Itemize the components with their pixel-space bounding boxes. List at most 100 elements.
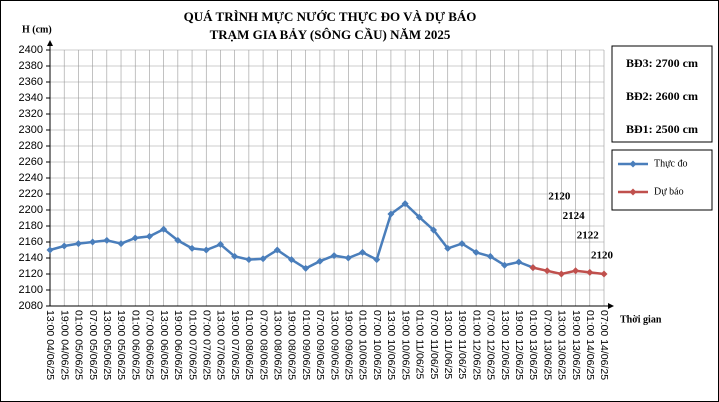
y-tick-label: 2260 <box>19 156 43 168</box>
x-tick-label: 13:00 10/06/25 <box>385 310 397 380</box>
legend-marker <box>629 188 637 196</box>
y-axis-arrow <box>47 40 53 46</box>
marker <box>600 270 608 278</box>
marker <box>231 252 239 260</box>
y-tick-label: 2240 <box>19 172 43 184</box>
marker <box>430 226 438 234</box>
marker <box>359 248 367 256</box>
y-tick-label: 2400 <box>19 44 43 56</box>
marker <box>245 256 253 264</box>
marker <box>74 240 82 248</box>
y-tick-label: 2360 <box>19 76 43 88</box>
marker <box>501 261 509 269</box>
x-tick-label: 07:00 08/06/25 <box>257 310 269 380</box>
x-tick-label: 19:00 07/06/25 <box>229 310 241 380</box>
data-label: 2122 <box>577 230 600 242</box>
x-tick-label: 19:00 13/06/25 <box>570 310 582 380</box>
legend-marker <box>629 160 637 168</box>
data-label: 2120 <box>591 249 614 261</box>
y-tick-label: 2160 <box>19 236 43 248</box>
marker <box>373 256 381 264</box>
y-tick-label: 2300 <box>19 124 43 136</box>
marker <box>259 255 267 263</box>
marker <box>486 252 494 260</box>
x-tick-label: 19:00 04/06/25 <box>58 310 70 380</box>
x-tick-label: 13:00 04/06/25 <box>44 310 56 380</box>
y-tick-label: 2200 <box>19 204 43 216</box>
marker <box>586 268 594 276</box>
marker <box>273 246 281 254</box>
marker <box>344 254 352 262</box>
x-tick-label: 01:00 14/06/25 <box>584 310 596 380</box>
y-tick-label: 2220 <box>19 188 43 200</box>
x-tick-label: 01:00 11/06/25 <box>414 310 426 379</box>
y-tick-label: 2340 <box>19 92 43 104</box>
data-label: 2124 <box>563 210 586 222</box>
marker <box>202 246 210 254</box>
chart-title: QUÁ TRÌNH MỰC NƯỚC THỰC ĐO VÀ DỰ BÁO <box>184 9 477 24</box>
marker <box>117 240 125 248</box>
y-tick-label: 2140 <box>19 252 43 264</box>
marker <box>302 264 310 272</box>
x-tick-label: 19:00 12/06/25 <box>513 310 525 380</box>
y-tick-label: 2100 <box>19 284 43 296</box>
x-axis-arrow <box>608 303 614 309</box>
x-tick-label: 13:00 11/06/25 <box>442 310 454 379</box>
marker <box>89 238 97 246</box>
marker <box>415 213 423 221</box>
marker <box>46 246 54 254</box>
x-tick-label: 01:00 09/06/25 <box>300 310 312 380</box>
x-tick-label: 19:00 08/06/25 <box>286 310 298 380</box>
x-tick-label: 19:00 05/06/25 <box>115 310 127 380</box>
marker <box>188 244 196 252</box>
x-tick-label: 07:00 09/06/25 <box>314 310 326 380</box>
x-tick-label: 19:00 06/06/25 <box>172 310 184 380</box>
x-tick-label: 07:00 06/06/25 <box>144 310 156 380</box>
x-tick-label: 19:00 10/06/25 <box>399 310 411 380</box>
marker <box>529 264 537 272</box>
marker <box>330 252 338 260</box>
marker <box>174 236 182 244</box>
x-tick-label: 13:00 09/06/25 <box>328 310 340 380</box>
data-label: 2120 <box>548 191 571 203</box>
marker <box>103 236 111 244</box>
marker <box>458 240 466 248</box>
marker <box>472 248 480 256</box>
x-tick-label: 13:00 12/06/25 <box>499 310 511 380</box>
x-tick-label: 19:00 09/06/25 <box>343 310 355 380</box>
marker <box>572 267 580 275</box>
x-tick-label: 01:00 12/06/25 <box>470 310 482 380</box>
x-tick-label: 07:00 12/06/25 <box>485 310 497 380</box>
y-tick-label: 2320 <box>19 108 43 120</box>
marker <box>401 200 409 208</box>
x-tick-label: 01:00 07/06/25 <box>186 310 198 380</box>
marker <box>543 267 551 275</box>
legend-label: Thực đo <box>654 158 687 169</box>
marker <box>60 242 68 250</box>
x-tick-label: 01:00 06/06/25 <box>129 310 141 380</box>
x-tick-label: 01:00 08/06/25 <box>243 310 255 380</box>
x-tick-label: 07:00 10/06/25 <box>371 310 383 380</box>
marker <box>145 232 153 240</box>
marker <box>444 244 452 252</box>
x-tick-label: 13:00 08/06/25 <box>272 310 284 380</box>
x-axis-label: Thời gian <box>620 314 662 325</box>
x-tick-label: 13:00 07/06/25 <box>215 310 227 380</box>
x-tick-label: 07:00 07/06/25 <box>200 310 212 380</box>
y-tick-label: 2280 <box>19 140 43 152</box>
annotation: BĐ1: 2500 cm <box>626 122 698 136</box>
marker <box>387 210 395 218</box>
annotation: BĐ2: 2600 cm <box>626 89 698 103</box>
y-tick-label: 2380 <box>19 60 43 72</box>
marker <box>316 257 324 265</box>
x-tick-label: 01:00 10/06/25 <box>357 310 369 380</box>
x-tick-label: 01:00 05/06/25 <box>73 310 85 380</box>
y-tick-label: 2120 <box>19 268 43 280</box>
x-tick-label: 07:00 11/06/25 <box>428 310 440 379</box>
marker <box>557 270 565 278</box>
y-tick-label: 2180 <box>19 220 43 232</box>
x-tick-label: 19:00 11/06/25 <box>456 310 468 379</box>
x-tick-label: 01:00 13/06/25 <box>527 310 539 380</box>
marker <box>515 258 523 266</box>
